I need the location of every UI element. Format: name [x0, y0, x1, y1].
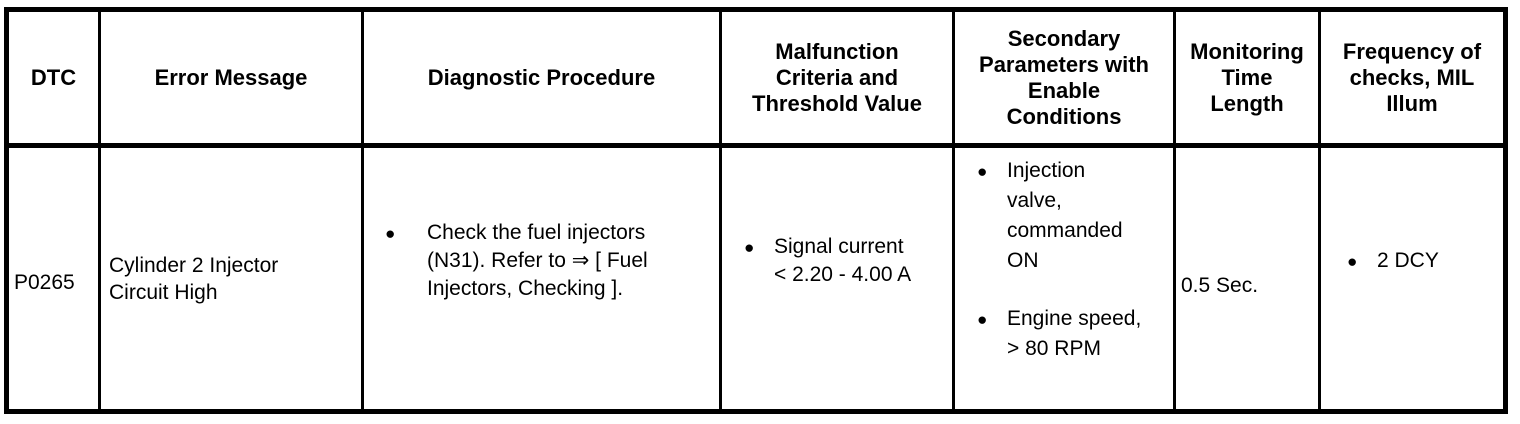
cell-monitoring-time: 0.5 Sec.	[1176, 148, 1321, 409]
cell-diagnostic-procedure: ● Check the fuel injectors (N31). Refer …	[364, 148, 722, 409]
secondary-parameter-text: Engine speed, > 80 RPM	[1007, 307, 1142, 360]
list-item: ● Injection valve, commanded ON	[977, 156, 1173, 276]
header-cell-frequency-of-checks: Frequency of checks, MIL Illum	[1342, 38, 1482, 116]
dtc-code-text: P0265	[14, 270, 75, 294]
list-item: ● 2 DCY	[1347, 247, 1503, 275]
header-cell-diagnostic-procedure: Diagnostic Procedure	[364, 12, 722, 143]
cell-error-message: Cylinder 2 Injector Circuit High	[101, 148, 364, 409]
bullet-icon: ●	[385, 222, 396, 243]
bullet-icon: ●	[977, 309, 988, 329]
list-item: ● Check the fuel injectors (N31). Refer …	[385, 219, 719, 303]
bullet-icon: ●	[1347, 250, 1358, 271]
malfunction-criteria-text: Signal current < 2.20 - 4.00 A	[774, 234, 912, 286]
error-message-text: Cylinder 2 Injector Circuit High	[109, 253, 279, 304]
secondary-parameters-list: ● Injection valve, commanded ON ● Engine…	[955, 156, 1173, 364]
malfunction-criteria-list: ● Signal current < 2.20 - 4.00 A	[722, 233, 952, 289]
diagnostic-procedure-list: ● Check the fuel injectors (N31). Refer …	[364, 219, 719, 303]
monitoring-time-text: 0.5 Sec.	[1181, 273, 1259, 297]
diagnostic-procedure-text: Check the fuel injectors (N31). Refer to…	[427, 220, 648, 300]
bullet-icon: ●	[744, 236, 755, 257]
cell-frequency-of-checks: ● 2 DCY	[1321, 148, 1503, 409]
frequency-text: 2 DCY	[1377, 248, 1439, 272]
header-cell-malfunction-criteria: Malfunction Criteria and Threshold Value	[722, 12, 955, 143]
frequency-list: ● 2 DCY	[1321, 247, 1503, 275]
cell-malfunction-criteria: ● Signal current < 2.20 - 4.00 A	[722, 148, 955, 409]
table-row: P0265 Cylinder 2 Injector Circuit High ●…	[9, 148, 1503, 409]
header-cell-error-message: Error Message	[101, 12, 364, 143]
cell-secondary-parameters: ● Injection valve, commanded ON ● Engine…	[955, 148, 1176, 409]
header-cell-monitoring-time: Monitoring Time Length	[1176, 12, 1321, 143]
list-item: ● Signal current < 2.20 - 4.00 A	[744, 233, 952, 289]
header-row: DTC Error Message Diagnostic Procedure M…	[9, 12, 1503, 148]
cell-dtc-code: P0265	[9, 148, 101, 409]
bullet-icon: ●	[977, 161, 988, 181]
header-cell-secondary-parameters: Secondary Parameters with Enable Conditi…	[955, 12, 1176, 143]
header-cell-dtc: DTC	[9, 12, 101, 143]
dtc-table: DTC Error Message Diagnostic Procedure M…	[4, 7, 1508, 414]
list-item: ● Engine speed, > 80 RPM	[977, 304, 1173, 364]
secondary-parameter-text: Injection valve, commanded ON	[1007, 159, 1123, 272]
